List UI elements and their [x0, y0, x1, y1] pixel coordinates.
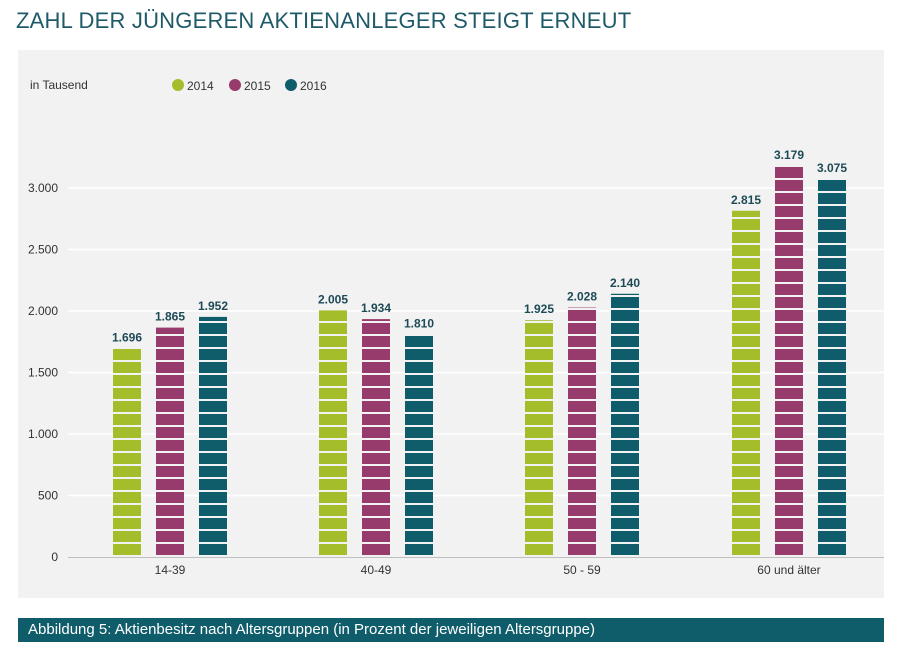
legend-label: 2014 [187, 79, 214, 93]
y-tick-label: 2.500 [28, 243, 58, 257]
bar-2015-0 [156, 327, 184, 557]
unit-label: in Tausend [30, 78, 88, 92]
x-axis: 14-39 40-49 50 - 59 60 und älter [155, 563, 821, 577]
bar-2016-3 [818, 178, 846, 557]
category-label: 40-49 [361, 563, 392, 577]
value-label: 1.696 [112, 330, 142, 344]
bar-2014-1 [319, 310, 347, 557]
value-label: 3.179 [774, 148, 804, 162]
value-label: 2.005 [318, 292, 348, 306]
page-title: ZAHL DER JÜNGEREN AKTIENANLEGER STEIGT E… [16, 8, 632, 33]
y-tick-label: 3.000 [28, 181, 58, 195]
y-tick-label: 2.000 [28, 304, 58, 318]
y-tick-label: 1.500 [28, 366, 58, 380]
category-label: 14-39 [155, 563, 186, 577]
bar-2015-3 [775, 165, 803, 557]
legend-swatch [172, 79, 184, 91]
bar-2016-1 [405, 334, 433, 557]
value-label: 1.934 [361, 301, 391, 315]
bar-2016-2 [611, 293, 639, 557]
value-label: 1.925 [524, 302, 554, 316]
category-label: 50 - 59 [563, 563, 601, 577]
bars [113, 165, 846, 557]
value-label: 1.865 [155, 310, 185, 324]
y-tick-label: 1.000 [28, 427, 58, 441]
bar-2015-2 [568, 307, 596, 557]
y-axis: 0 500 1.000 1.500 2.000 2.500 3.000 [28, 181, 58, 564]
value-label: 2.815 [731, 193, 761, 207]
chart-panel: 0 500 1.000 1.500 2.000 2.500 3.000 1.696 1.865… [18, 50, 884, 598]
legend-label: 2016 [300, 79, 327, 93]
legend: 2014 2015 2016 [172, 79, 327, 93]
gridlines [68, 187, 884, 558]
value-label: 3.075 [817, 161, 847, 175]
bar-2015-1 [362, 319, 390, 557]
legend-swatch [229, 79, 241, 91]
category-label: 60 und älter [757, 563, 820, 577]
legend-label: 2015 [244, 79, 271, 93]
y-tick-label: 500 [38, 489, 58, 503]
bar-2014-0 [113, 348, 141, 557]
value-label: 1.952 [198, 299, 228, 313]
bar-2016-0 [199, 316, 227, 557]
value-labels: 1.696 1.865 1.952 2.005 1.934 1.810 1.925 2.028… [112, 148, 847, 344]
bar-2014-2 [525, 320, 553, 557]
value-label: 1.810 [404, 316, 434, 330]
value-label: 2.140 [610, 276, 640, 290]
value-label: 2.028 [567, 290, 597, 304]
y-tick-label: 0 [51, 550, 58, 564]
figure-caption: Abbildung 5: Aktienbesitz nach Altersgru… [18, 618, 884, 642]
bar-2014-3 [732, 210, 760, 557]
legend-swatch [285, 79, 297, 91]
bar-chart: 0 500 1.000 1.500 2.000 2.500 3.000 1.696 1.865… [28, 78, 884, 577]
